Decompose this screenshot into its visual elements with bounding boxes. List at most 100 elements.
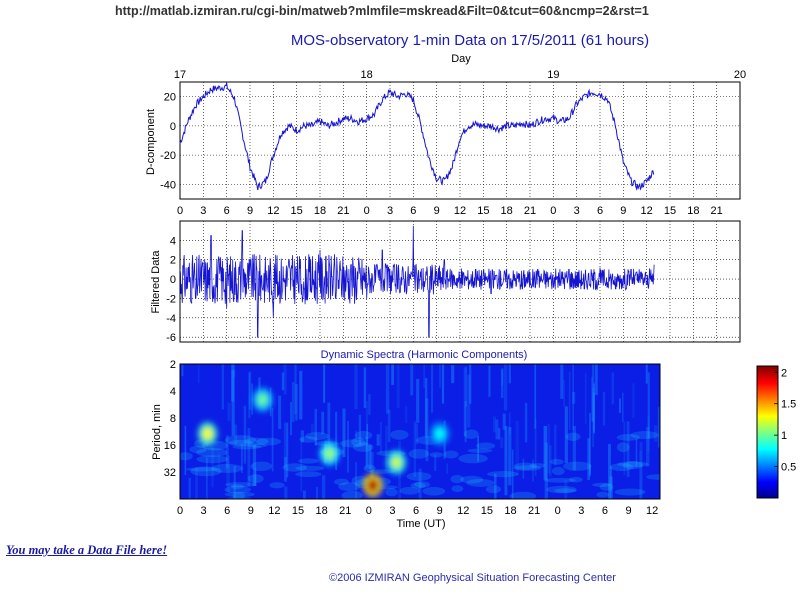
spectra-hotspot	[257, 393, 268, 406]
spectra-streak	[572, 426, 576, 471]
spectra-streak	[365, 400, 369, 446]
spectra-streak	[626, 421, 630, 478]
spectra-streak	[564, 406, 568, 464]
spectra-streak	[531, 459, 534, 482]
spectra-blob	[224, 485, 252, 494]
colorbar-tick-label: 1.5	[781, 399, 796, 411]
page-url: http://matlab.izmiran.ru/cgi-bin/matweb?…	[115, 4, 649, 18]
spectra-blob	[646, 474, 660, 480]
panel3-x-tick-label: 15	[292, 505, 304, 517]
spectra-streak	[231, 364, 235, 402]
spectra-blob	[609, 463, 634, 472]
spectra-streak	[500, 368, 504, 398]
spectra-streak	[543, 425, 547, 480]
spectra-streak	[488, 365, 491, 397]
spectra-streak	[221, 364, 224, 410]
spectra-blob	[466, 478, 495, 487]
data-file-link[interactable]: You may take a Data File here!	[6, 543, 168, 557]
spectra-streak	[534, 364, 537, 429]
spectra-streak	[477, 435, 479, 462]
spectra-streak	[385, 425, 388, 471]
panel3-x-tick-label: 3	[201, 505, 207, 517]
panel1-day-tick-label: 20	[734, 69, 746, 81]
colorbar-tick-label: 2	[781, 367, 787, 379]
spectra-streak	[589, 412, 591, 474]
panel3-x-tick-label: 12	[457, 505, 469, 517]
spectra-streak	[188, 477, 191, 499]
panel1-ylabel: D-component	[145, 109, 157, 175]
spectra-blob	[458, 453, 488, 464]
spectra-blob	[232, 444, 262, 450]
spectra-streak	[592, 392, 595, 432]
spectra-streak	[441, 364, 445, 404]
spectra-streak	[284, 457, 287, 482]
spectra-streak	[311, 423, 314, 435]
panel3-x-tick-label: 6	[602, 505, 608, 517]
spectra-blob	[616, 434, 640, 441]
panel1-x-tick-label: 9	[434, 205, 440, 217]
spectra-blob	[338, 482, 361, 491]
spectra-blob	[295, 471, 322, 478]
spectra-streak	[425, 398, 429, 462]
spectra-hotspot	[434, 427, 445, 440]
spectra-streak	[387, 409, 391, 443]
spectra-blob	[529, 463, 546, 469]
panel2-y-tick-label: 4	[170, 235, 176, 247]
spectra-streak	[281, 372, 285, 391]
spectra-blob	[451, 485, 464, 492]
colorbar-ticks: 2 1.5 1 0.5	[774, 367, 796, 474]
spectra-streak	[243, 405, 247, 464]
spectra-streak	[231, 369, 235, 436]
spectra-streak	[592, 364, 595, 422]
spectra-streak	[434, 454, 437, 472]
spectra-streak	[234, 424, 238, 446]
spectra-streak	[321, 475, 326, 499]
spectra-streak	[560, 364, 564, 399]
spectra-streak	[446, 463, 448, 474]
spectra-streak	[647, 372, 650, 439]
spectra-blob	[305, 432, 329, 440]
spectra-blob	[546, 485, 577, 494]
spectra-streak	[211, 447, 214, 488]
panel3-x-tick-label: 18	[504, 505, 516, 517]
spectra-blob	[196, 447, 228, 458]
panel3-x-tick-label: 21	[528, 505, 540, 517]
spectra-hotspot	[324, 447, 335, 460]
spectra-streak	[252, 444, 257, 487]
spectra-streak	[327, 402, 331, 449]
spectra-blob	[256, 437, 282, 446]
spectra-streak	[524, 402, 528, 443]
panel-dynamic-spectra: Dynamic Spectra (Harmonic Components) 0 3…	[151, 349, 661, 530]
spectra-streak	[225, 435, 229, 469]
spectra-blob	[410, 482, 426, 489]
panel1-day-tick-label: 18	[361, 69, 373, 81]
spectra-streak	[534, 418, 537, 476]
panel1-x-tick-label: 3	[387, 205, 393, 217]
spectra-streak	[254, 468, 257, 486]
spectra-streak	[611, 372, 614, 405]
spectra-streak	[363, 367, 367, 409]
spectra-hotspot	[202, 427, 213, 440]
panel1-ticks: 0 3 6 9 12 15 18 21 0 3 6 9 12 15 18 21 0 3 6 9 12 15 18 21 20 0 -…	[160, 69, 746, 217]
spectra-streak	[365, 436, 368, 469]
spectra-streak	[292, 382, 295, 422]
spectra-streak	[226, 455, 230, 493]
spectra-blob	[617, 461, 650, 468]
spectra-streak	[544, 442, 549, 499]
footer-credit: ©2006 IZMIRAN Geophysical Situation Fore…	[329, 572, 616, 584]
panel1-x-tick-label: 18	[687, 205, 699, 217]
spectra-streak	[415, 423, 419, 445]
spectra-streak	[438, 364, 441, 388]
spectra-streak	[271, 407, 274, 472]
spectra-streak	[368, 444, 372, 469]
spectra-blob	[414, 481, 431, 488]
spectra-streak	[368, 394, 371, 415]
spectra-streak	[423, 364, 425, 388]
spectra-streak	[396, 364, 400, 409]
spectra-streak	[610, 466, 613, 492]
spectra-streak	[515, 420, 519, 476]
spectra-blob	[549, 458, 564, 465]
panel1-y-tick-label: 20	[164, 92, 176, 104]
panel1-y-tick-label: -40	[160, 179, 176, 191]
spectra-streak	[492, 416, 497, 433]
